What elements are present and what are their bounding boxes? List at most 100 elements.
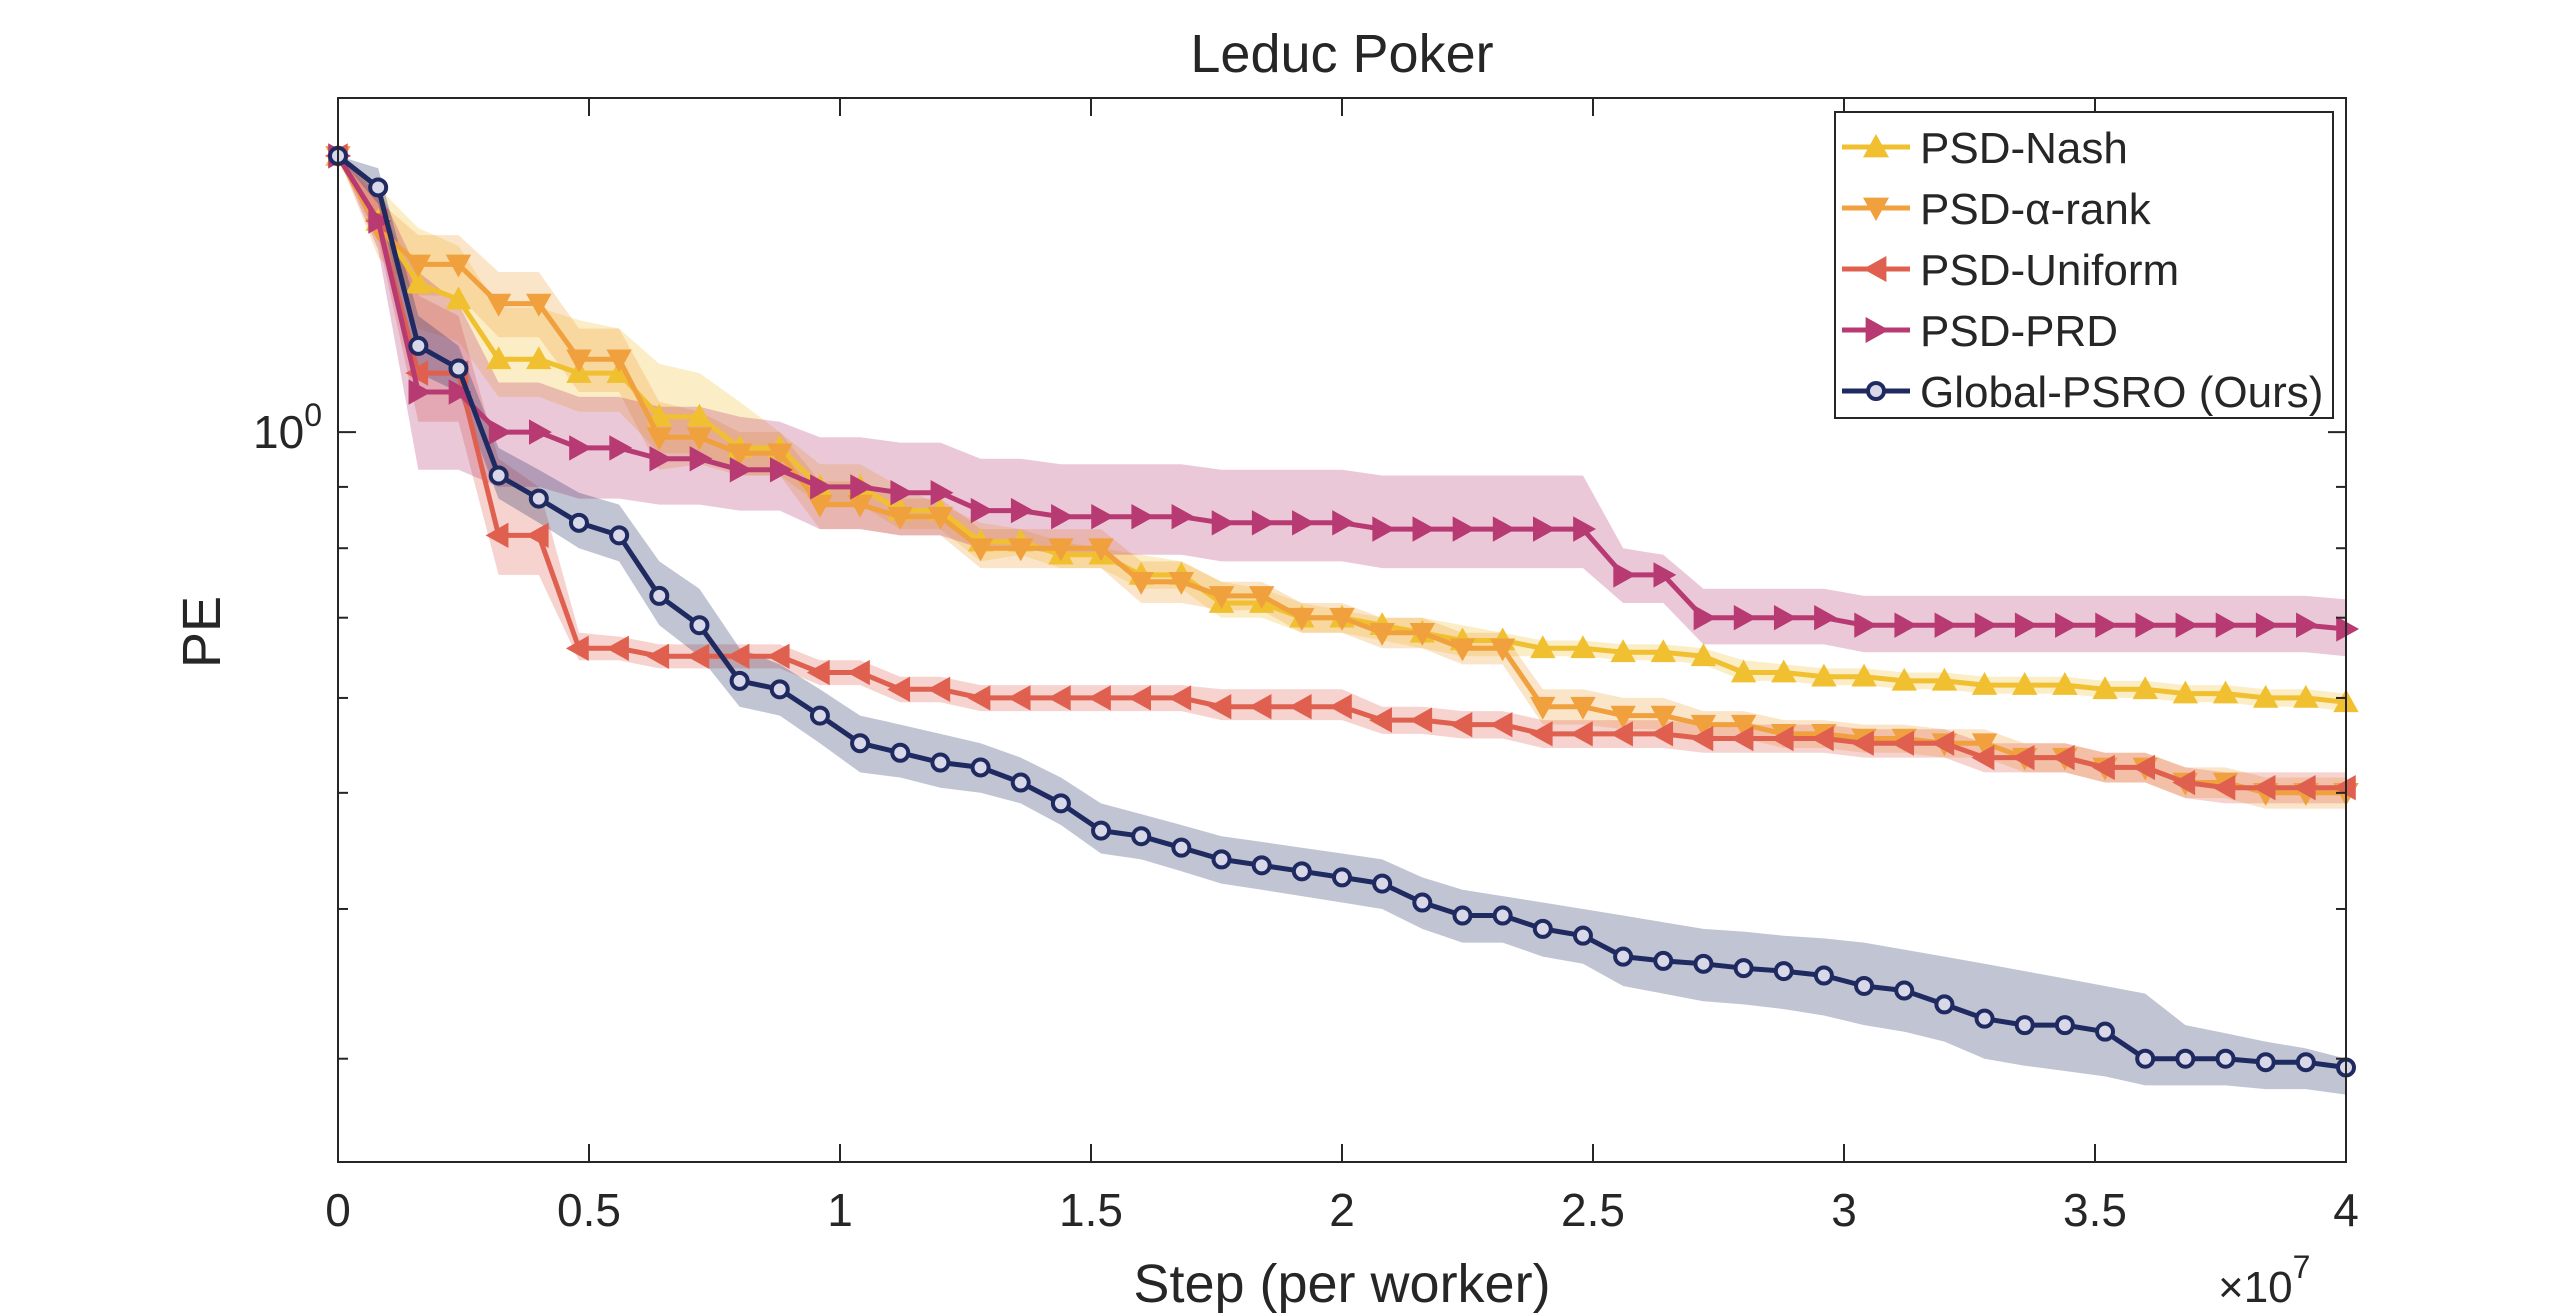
point bbox=[1971, 733, 1998, 757]
point bbox=[2252, 684, 2279, 708]
point bbox=[526, 346, 552, 370]
point bbox=[1810, 725, 1834, 752]
point bbox=[1492, 905, 1513, 926]
point bbox=[1088, 538, 1114, 562]
point bbox=[729, 670, 750, 691]
point bbox=[405, 270, 432, 294]
legend-entry: PSD-Nash bbox=[1842, 124, 2128, 173]
point bbox=[686, 403, 713, 427]
point bbox=[1008, 538, 1034, 562]
x-tick-label: 1.5 bbox=[1059, 1184, 1123, 1236]
point bbox=[1449, 711, 1473, 738]
point bbox=[2055, 612, 2078, 638]
point bbox=[726, 643, 750, 669]
legend-label: PSD-Nash bbox=[1920, 124, 2128, 173]
legend-marker bbox=[1863, 256, 1887, 282]
point bbox=[1051, 503, 1074, 530]
point bbox=[1811, 663, 1837, 687]
x-axis-exponent: ×107 bbox=[2218, 1249, 2310, 1312]
legend-marker bbox=[1866, 381, 1886, 401]
point bbox=[930, 480, 954, 506]
point bbox=[1931, 730, 1955, 756]
point bbox=[1248, 693, 1272, 720]
legend-entry: Global-PSRO (Ours) bbox=[1842, 368, 2323, 417]
point bbox=[1489, 711, 1513, 738]
point bbox=[1573, 516, 1597, 542]
y-axis-label: PE bbox=[172, 596, 232, 668]
point bbox=[1934, 612, 1958, 638]
x-exponent-base: ×10 bbox=[2218, 1263, 2293, 1312]
point bbox=[445, 254, 472, 278]
point bbox=[1131, 503, 1155, 530]
point bbox=[850, 474, 874, 500]
point bbox=[1372, 516, 1396, 542]
point bbox=[1168, 685, 1192, 711]
point bbox=[1532, 918, 1553, 939]
point bbox=[1650, 705, 1676, 729]
point bbox=[887, 676, 911, 703]
point bbox=[850, 733, 871, 754]
point bbox=[1613, 946, 1634, 967]
point bbox=[1332, 867, 1352, 888]
legend-marker bbox=[1865, 317, 1889, 343]
point bbox=[729, 457, 753, 483]
point bbox=[927, 506, 954, 530]
point bbox=[769, 457, 793, 483]
band-Global-PSRO (Ours) bbox=[338, 155, 2346, 1095]
point bbox=[1251, 510, 1275, 536]
legend-entry: PSD-α-rank bbox=[1842, 185, 2152, 234]
y-tick-label: 100 bbox=[253, 397, 322, 458]
point bbox=[1288, 693, 1312, 720]
point bbox=[847, 659, 870, 686]
y-tick-power: 0 bbox=[304, 397, 322, 433]
x-tick-label: 0 bbox=[325, 1184, 351, 1236]
point bbox=[649, 585, 670, 606]
point bbox=[526, 293, 552, 317]
legend-marker bbox=[1863, 197, 1889, 221]
point bbox=[1570, 696, 1596, 720]
point bbox=[686, 427, 713, 451]
series-Global-PSRO (Ours) bbox=[328, 145, 2356, 1078]
point bbox=[1010, 497, 1034, 524]
point bbox=[405, 254, 432, 278]
point bbox=[1733, 958, 1754, 979]
point bbox=[1328, 693, 1352, 720]
point bbox=[2296, 612, 2319, 638]
point bbox=[1894, 612, 1918, 638]
point bbox=[1653, 950, 1674, 971]
x-tick-label: 2 bbox=[1329, 1184, 1355, 1236]
point bbox=[649, 446, 673, 472]
point bbox=[485, 346, 512, 370]
point bbox=[2175, 1048, 2196, 1069]
point bbox=[1610, 705, 1636, 729]
point bbox=[2172, 680, 2199, 704]
point bbox=[445, 286, 472, 310]
series-lines bbox=[324, 142, 2360, 1078]
point bbox=[606, 635, 629, 662]
point bbox=[1854, 612, 1878, 638]
point bbox=[2095, 1021, 2116, 1042]
point bbox=[887, 506, 913, 530]
point bbox=[408, 335, 429, 356]
point bbox=[686, 643, 710, 669]
point bbox=[1770, 725, 1794, 752]
point bbox=[609, 525, 630, 546]
point bbox=[1730, 714, 1757, 738]
point bbox=[1291, 861, 1312, 882]
point bbox=[1891, 667, 1917, 691]
point bbox=[809, 705, 830, 726]
point bbox=[767, 443, 793, 467]
point bbox=[766, 643, 790, 669]
point bbox=[726, 443, 753, 467]
x-tick-label: 1 bbox=[827, 1184, 853, 1236]
point bbox=[1211, 849, 1232, 870]
point bbox=[769, 679, 790, 700]
point bbox=[1610, 639, 1636, 663]
legend-marker bbox=[1863, 134, 1889, 158]
legend-box bbox=[1834, 111, 2334, 419]
y-tick-base: 10 bbox=[253, 406, 304, 458]
point bbox=[2135, 1048, 2156, 1069]
point bbox=[689, 446, 713, 472]
